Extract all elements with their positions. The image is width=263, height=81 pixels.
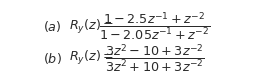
Text: $(a)$: $(a)$ (43, 19, 62, 34)
Text: $(b)$: $(b)$ (43, 51, 62, 66)
Text: $\dfrac{1 - 2.5z^{-1} + z^{-2}}{1 - 2.05z^{-1} + z^{-2}}$: $\dfrac{1 - 2.5z^{-1} + z^{-2}}{1 - 2.05… (99, 11, 211, 42)
Text: $R_y(z) = $: $R_y(z) = $ (69, 49, 114, 67)
Text: $\dfrac{3z^{2} - 10 + 3z^{-2}}{3z^{2} + 10 + 3z^{-2}}$: $\dfrac{3z^{2} - 10 + 3z^{-2}}{3z^{2} + … (105, 42, 205, 74)
Text: $R_y(z) = $: $R_y(z) = $ (69, 18, 114, 36)
